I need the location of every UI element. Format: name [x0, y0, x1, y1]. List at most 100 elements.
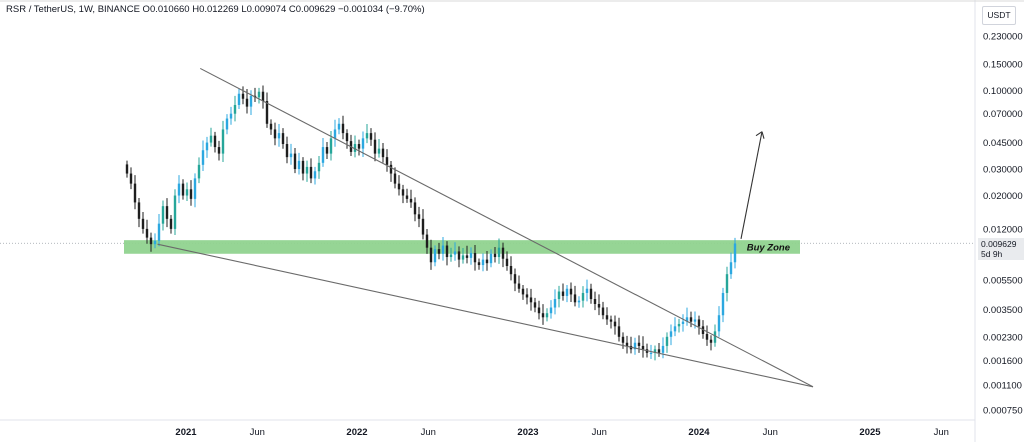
candle-body — [337, 123, 341, 130]
candle-body — [169, 218, 173, 229]
candle-body — [201, 150, 205, 165]
support-trendline[interactable] — [157, 243, 814, 388]
candle-body — [721, 292, 725, 316]
candle-body — [309, 166, 313, 179]
candle-body — [257, 91, 261, 98]
candle-body — [189, 189, 193, 199]
candle-body — [285, 144, 289, 158]
candle-body — [497, 247, 501, 258]
buy-zone-band[interactable] — [124, 240, 800, 254]
candle-body — [353, 144, 357, 152]
x-tick-label: 2022 — [346, 427, 367, 438]
candle-body — [321, 147, 325, 163]
candle-body — [389, 164, 393, 174]
candle-body — [397, 183, 401, 190]
symbol-header: RSR / TetherUS, 1W, BINANCE O0.010660 H0… — [6, 4, 425, 15]
candle-body — [505, 258, 509, 266]
candle-body — [305, 166, 309, 174]
candle-body — [549, 307, 553, 314]
y-tick-label: 0.150000 — [983, 59, 1023, 70]
candle-body — [485, 259, 489, 264]
candle-body — [273, 129, 277, 139]
x-tick-label: Jun — [592, 427, 607, 438]
candle-body — [173, 195, 177, 229]
candle-body — [725, 274, 729, 293]
candle-body — [385, 157, 389, 165]
candle-body — [733, 243, 737, 263]
candle-body — [141, 218, 145, 229]
x-tick-label: 2023 — [517, 427, 538, 438]
candle-body — [137, 202, 141, 219]
projection-arrow-line[interactable] — [740, 131, 763, 239]
candle-body — [457, 251, 461, 260]
candle-body — [289, 153, 293, 158]
candle-body — [585, 288, 589, 293]
y-tick-label: 0.020000 — [983, 191, 1023, 202]
x-tick-label: 2024 — [688, 427, 710, 438]
y-tick-label: 0.030000 — [983, 165, 1023, 176]
candle-body — [149, 237, 153, 245]
y-tick-label: 0.000750 — [983, 406, 1023, 417]
y-tick-label: 0.100000 — [983, 86, 1023, 97]
candle-body — [441, 245, 445, 254]
candle-body — [369, 133, 373, 140]
x-tick-label: Jun — [250, 427, 265, 438]
candle-body — [165, 206, 169, 219]
y-tick-label: 0.005500 — [983, 275, 1023, 286]
candle-body — [281, 133, 285, 145]
candle-body — [377, 148, 381, 154]
candle-body — [521, 288, 525, 295]
last-price-tag: 0.009629 5d 9h — [978, 238, 1024, 260]
candle-body — [681, 321, 685, 324]
candle-body — [125, 164, 129, 174]
candle-body — [157, 223, 161, 241]
candle-body — [193, 178, 197, 199]
candle-body — [249, 95, 253, 107]
candle-body — [421, 218, 425, 235]
candle-body — [561, 291, 565, 296]
candle-body — [237, 93, 241, 105]
candle-body — [261, 91, 265, 102]
candle-body — [217, 147, 221, 154]
candle-body — [657, 349, 661, 353]
candle-body — [509, 265, 513, 275]
candle-body — [393, 173, 397, 184]
candle-body — [625, 342, 629, 346]
candle-body — [345, 133, 349, 142]
candle-body — [241, 93, 245, 99]
y-tick-label: 0.001600 — [983, 356, 1023, 367]
currency-label[interactable]: USDT — [982, 6, 1016, 25]
candle-body — [449, 254, 453, 258]
candle-body — [661, 345, 665, 353]
candle-body — [557, 291, 561, 300]
candle-body — [621, 336, 625, 343]
candle-body — [617, 326, 621, 337]
candle-body — [313, 171, 317, 179]
candle-body — [245, 98, 249, 107]
candle-body — [277, 133, 281, 139]
candle-body — [569, 288, 573, 295]
candle-body — [593, 299, 597, 305]
candle-body — [225, 118, 229, 130]
y-tick-label: 0.230000 — [983, 32, 1023, 43]
candle-body — [673, 326, 677, 332]
candle-body — [233, 104, 237, 114]
candle-body — [685, 317, 689, 322]
candle-body — [513, 274, 517, 284]
candle-body — [713, 331, 717, 343]
candle-body — [317, 162, 321, 172]
candle-body — [153, 240, 157, 245]
last-price-value: 0.009629 — [981, 239, 1017, 249]
candle-body — [577, 300, 581, 303]
candle-body — [425, 234, 429, 248]
candle-body — [649, 352, 653, 355]
candle-body — [181, 183, 185, 196]
candle-body — [269, 123, 273, 130]
candle-body — [641, 345, 645, 350]
bar-countdown: 5d 9h — [981, 249, 1003, 259]
candle-body — [381, 148, 385, 158]
candle-body — [361, 138, 365, 149]
resistance-trendline[interactable] — [199, 67, 814, 388]
